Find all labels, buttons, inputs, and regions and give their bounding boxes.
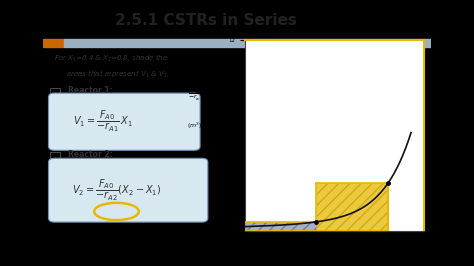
Text: Reactor 1:: Reactor 1: — [68, 86, 113, 95]
Text: 2.5.1 CSTRs in Series: 2.5.1 CSTRs in Series — [115, 13, 297, 28]
Bar — [50, 88, 60, 94]
Bar — [50, 152, 60, 158]
Text: Reactor 2:: Reactor 2: — [68, 150, 113, 159]
Bar — [316, 184, 388, 231]
Text: $V_2 = \dfrac{F_{A0}}{-r_{A2}}(X_2 - X_1)$: $V_2 = \dfrac{F_{A0}}{-r_{A2}}(X_2 - X_1… — [72, 177, 161, 203]
Text: $\frac{F_{A0}}{-r_a}$: $\frac{F_{A0}}{-r_a}$ — [188, 85, 201, 102]
FancyBboxPatch shape — [48, 158, 208, 222]
Bar — [64, 39, 431, 47]
Bar — [245, 222, 316, 231]
Bar — [43, 39, 64, 47]
FancyBboxPatch shape — [48, 93, 200, 150]
Text: For $X_1$=0.4 & $X_2$=0.8, shade the: For $X_1$=0.4 & $X_2$=0.8, shade the — [55, 53, 169, 64]
X-axis label: Conversion X: Conversion X — [313, 252, 355, 257]
Text: areas that represent $V_1$ & $V_2$.: areas that represent $V_1$ & $V_2$. — [66, 69, 170, 80]
Text: $(m^3)$: $(m^3)$ — [187, 121, 202, 131]
Text: $V_1 = \dfrac{F_{A0}}{-r_{A1}}\,X_1$: $V_1 = \dfrac{F_{A0}}{-r_{A1}}\,X_1$ — [73, 108, 133, 134]
